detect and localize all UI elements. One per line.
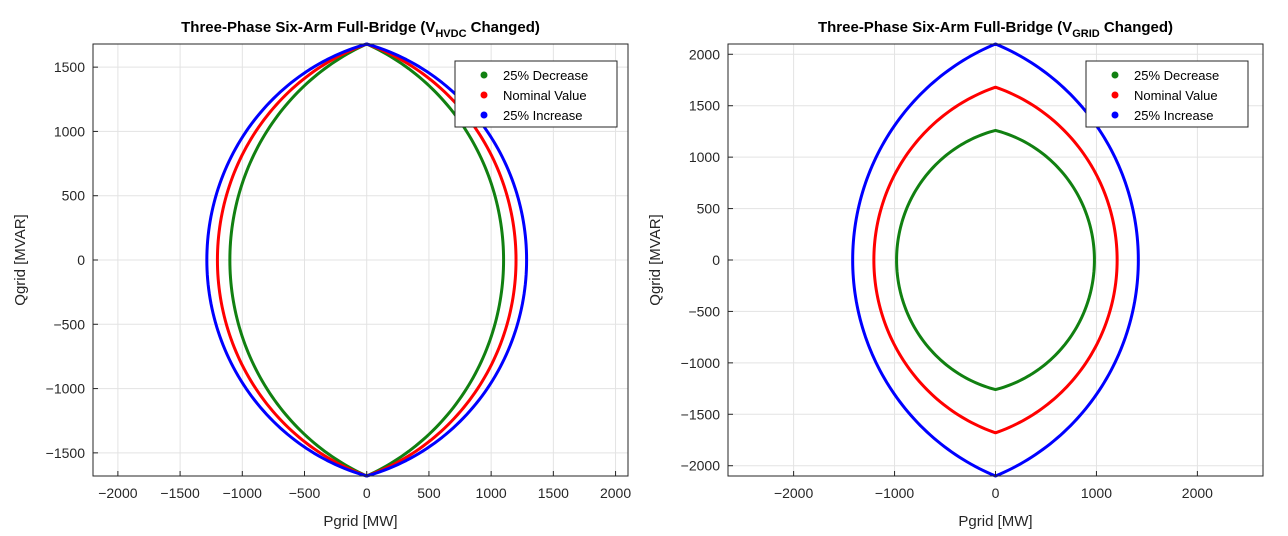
y-axis-label: Qgrid [MVAR] [647, 214, 664, 305]
y-tick-label: 1000 [689, 149, 720, 165]
legend-marker-2 [1111, 91, 1119, 99]
y-tick-label: 500 [62, 188, 86, 204]
title-subscript: HVDC [435, 28, 466, 40]
y-tick-label: 2000 [689, 46, 720, 62]
legend: 25% Decrease Nominal Value 25% Increase [454, 60, 618, 128]
legend-label-2: Nominal Value [503, 88, 587, 103]
legend-marker-3 [480, 111, 488, 119]
series-line-2 [872, 85, 1119, 435]
x-axis-label: Pgrid [MW] [958, 513, 1032, 530]
x-tick-label: 1500 [538, 485, 569, 501]
y-tick-label: −1000 [46, 381, 86, 397]
y-tick-label: 1000 [54, 123, 85, 139]
legend-label-2: Nominal Value [1134, 88, 1218, 103]
y-tick-label: −500 [688, 303, 720, 319]
x-tick-label: −1000 [223, 485, 263, 501]
series-line-1 [895, 128, 1096, 392]
x-tick-label: −1500 [160, 485, 200, 501]
chart-title: Three-Phase Six-Arm Full-Bridge (VGRID C… [818, 19, 1173, 40]
x-tick-label: 2000 [1182, 485, 1213, 501]
x-tick-label: −500 [289, 485, 321, 501]
chart-panel-2: −2000 −1000 0 1000 2000 −2000 −1500 −1000 −500 0 5… [647, 19, 1264, 530]
y-tick-label: 500 [697, 201, 721, 217]
legend-label-3: 25% Increase [503, 108, 583, 123]
y-tick-label: 1500 [689, 98, 720, 114]
x-tick-label: 1000 [1081, 485, 1112, 501]
legend-label-3: 25% Increase [1134, 108, 1214, 123]
y-tick-label: −500 [53, 316, 85, 332]
y-tick-label: −2000 [681, 458, 721, 474]
title-main: Three-Phase Six-Arm Full-Bridge (V [818, 19, 1072, 36]
x-tick-label: 1000 [476, 485, 507, 501]
x-tick-label: −1000 [875, 485, 915, 501]
x-tick-label: 500 [417, 485, 441, 501]
y-tick-label: 1500 [54, 59, 85, 75]
y-tick-label: −1000 [681, 355, 721, 371]
title-main: Three-Phase Six-Arm Full-Bridge (V [181, 19, 435, 36]
legend: 25% Decrease Nominal Value 25% Increase [1085, 60, 1249, 128]
legend-marker-2 [480, 91, 488, 99]
legend-marker-1 [1111, 71, 1119, 79]
y-tick-label: 0 [712, 252, 720, 268]
legend-marker-1 [480, 71, 488, 79]
legend-marker-3 [1111, 111, 1119, 119]
title-tail: Changed) [467, 19, 540, 36]
x-tick-label: 0 [992, 485, 1000, 501]
y-axis-label: Qgrid [MVAR] [12, 214, 29, 305]
title-subscript: GRID [1072, 28, 1100, 40]
x-tick-label: 0 [363, 485, 371, 501]
y-tick-label: −1500 [46, 445, 86, 461]
tick-labels: −2000 −1000 0 1000 2000 −2000 −1500 −1000 −500 0 5… [681, 46, 1213, 501]
y-tick-label: 0 [77, 252, 85, 268]
chart-title: Three-Phase Six-Arm Full-Bridge (VHVDC C… [181, 19, 540, 40]
x-axis-label: Pgrid [MW] [323, 513, 397, 530]
x-tick-label: −2000 [98, 485, 138, 501]
title-tail: Changed) [1100, 19, 1173, 36]
legend-label-1: 25% Decrease [1134, 68, 1219, 83]
chart-panel-1: −2000 −1500 −1000 −500 0 500 1000 1500 2000 −1500… [12, 19, 631, 530]
legend-label-1: 25% Decrease [503, 68, 588, 83]
x-tick-label: 2000 [600, 485, 631, 501]
tick-labels: −2000 −1500 −1000 −500 0 500 1000 1500 2000 −1500… [46, 59, 632, 501]
x-tick-label: −2000 [774, 485, 814, 501]
y-tick-label: −1500 [681, 406, 721, 422]
